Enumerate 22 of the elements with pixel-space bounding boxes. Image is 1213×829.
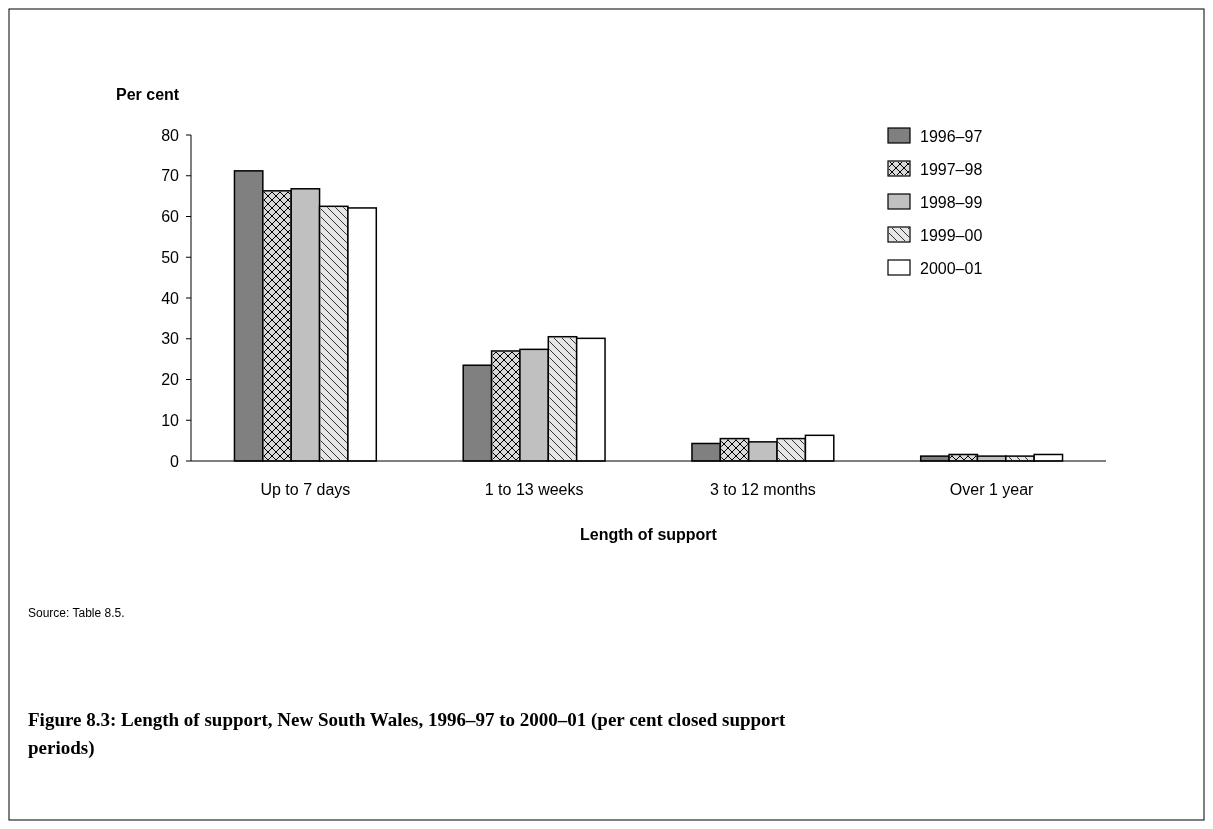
x-tick-label: 3 to 12 months	[709, 481, 816, 498]
y-tick-label: 50	[161, 248, 180, 266]
y-tick-label: 10	[161, 411, 180, 429]
y-tick-label: 70	[161, 167, 180, 185]
text: Figure 8.3: Length of support, New South Wales, 1996–97 to 2000–01 (per cent closed support periods)	[28, 709, 787, 759]
y-tick-label: 60	[161, 208, 180, 226]
legend-label: 1997–98	[920, 160, 983, 178]
y-axis-title: Per cent	[116, 86, 180, 103]
y-tick-label: 40	[161, 289, 180, 307]
y-tick-label: 0	[170, 452, 180, 470]
legend-label: 2000–01	[920, 259, 983, 277]
x-tick-label: Up to 7 days	[260, 481, 351, 498]
x-axis-title: Length of support	[580, 526, 718, 543]
y-tick-label: 80	[161, 126, 180, 144]
x-tick-label: Over 1 year	[949, 481, 1035, 498]
legend-label: 1996–97	[920, 127, 983, 145]
source-note: Source: Table 8.5.	[28, 606, 125, 620]
y-tick-label: 20	[161, 371, 180, 389]
x-tick-label: 1 to 13 weeks	[484, 481, 584, 498]
legend-label: 1998–99	[920, 193, 983, 211]
y-tick-label: 30	[161, 330, 180, 348]
legend-label: 1999–00	[920, 226, 983, 244]
